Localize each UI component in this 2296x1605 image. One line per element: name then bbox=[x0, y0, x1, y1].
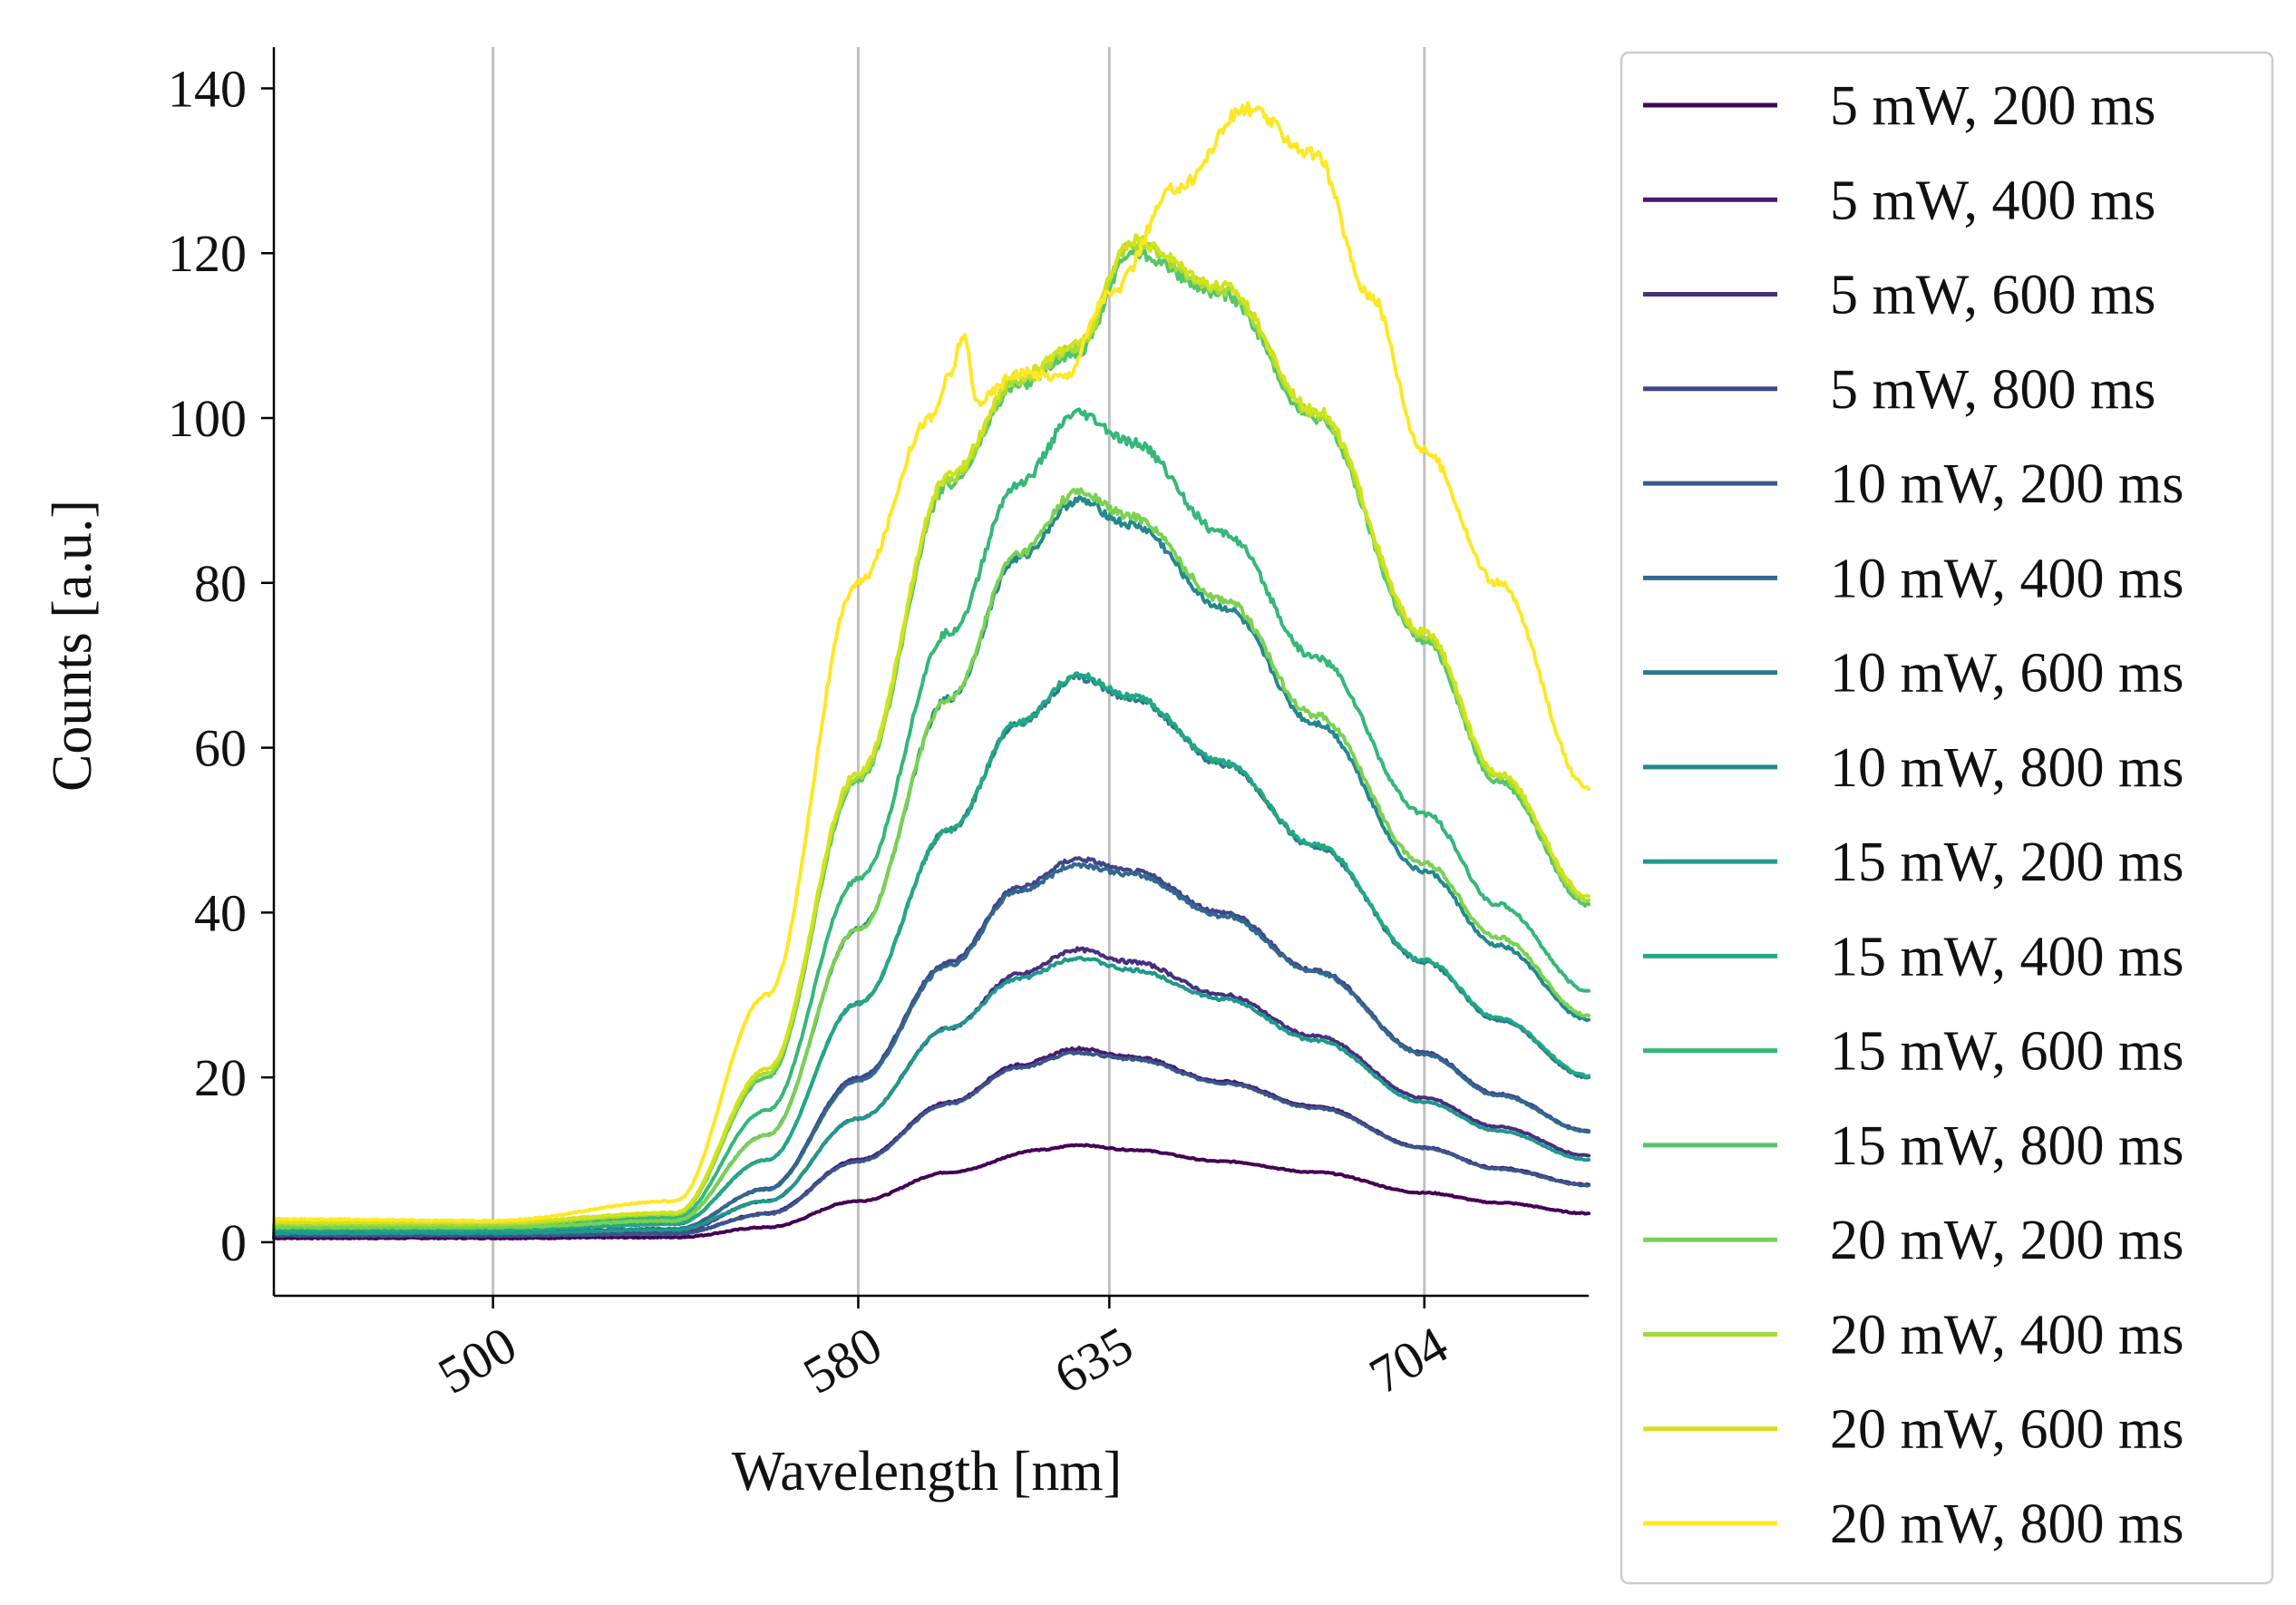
series-line bbox=[272, 671, 1591, 1232]
legend-label: 20 mW, 400 ms bbox=[1830, 1304, 2184, 1366]
y-tick-label: 140 bbox=[168, 59, 247, 118]
series-line bbox=[272, 495, 1591, 1230]
legend-label: 15 mW, 800 ms bbox=[1830, 1115, 2184, 1177]
series-line bbox=[272, 1050, 1591, 1239]
y-tick-label: 40 bbox=[194, 883, 247, 942]
legend-label: 10 mW, 600 ms bbox=[1830, 643, 2184, 705]
x-tick-label: 635 bbox=[1045, 1315, 1143, 1406]
x-tick-label: 580 bbox=[793, 1315, 891, 1406]
legend-label: 5 mW, 200 ms bbox=[1830, 75, 2155, 137]
series-line bbox=[272, 101, 1591, 1223]
series-line bbox=[272, 861, 1591, 1235]
legend-label: 5 mW, 600 ms bbox=[1830, 265, 2155, 326]
legend-label: 10 mW, 800 ms bbox=[1830, 737, 2184, 799]
series-line bbox=[272, 956, 1591, 1236]
y-tick-label: 60 bbox=[194, 719, 247, 778]
series-line bbox=[272, 672, 1591, 1232]
series-line bbox=[272, 239, 1591, 1227]
legend-label: 5 mW, 800 ms bbox=[1830, 359, 2155, 421]
legend-label: 20 mW, 200 ms bbox=[1830, 1210, 2184, 1271]
x-tick-label: 704 bbox=[1359, 1315, 1457, 1406]
series-line bbox=[272, 487, 1591, 1230]
y-ticks: 0 20 40 60 80 100 120 140 bbox=[168, 59, 274, 1272]
y-tick-label: 0 bbox=[220, 1213, 247, 1272]
grid-lines bbox=[491, 47, 1426, 1296]
legend-label: 20 mW, 600 ms bbox=[1830, 1399, 2184, 1461]
x-ticks: 500 580 635 704 bbox=[428, 1296, 1457, 1406]
legend-label: 10 mW, 400 ms bbox=[1830, 548, 2184, 609]
y-tick-label: 120 bbox=[168, 224, 247, 283]
x-tick-label: 500 bbox=[428, 1315, 526, 1406]
series-line bbox=[272, 1143, 1591, 1240]
legend-label: 15 mW, 200 ms bbox=[1830, 832, 2184, 893]
series-line bbox=[272, 233, 1591, 1225]
legend-label: 20 mW, 800 ms bbox=[1830, 1493, 2184, 1555]
y-tick-label: 100 bbox=[168, 389, 247, 448]
y-tick-label: 80 bbox=[194, 554, 247, 613]
series-lines bbox=[272, 101, 1591, 1240]
x-axis-title: Wavelength [nm] bbox=[732, 1441, 1123, 1503]
legend-label: 15 mW, 600 ms bbox=[1830, 1021, 2184, 1083]
legend-box bbox=[1620, 51, 2274, 1585]
series-line bbox=[272, 407, 1591, 1229]
legend-label: 10 mW, 200 ms bbox=[1830, 453, 2184, 515]
series-line bbox=[272, 248, 1591, 1227]
y-tick-label: 20 bbox=[194, 1048, 247, 1107]
legend: 5 mW, 200 ms 5 mW, 400 ms 5 mW, 600 ms 5 mW… bbox=[1620, 51, 2274, 1585]
y-axis-title: Counts [a.u.] bbox=[42, 500, 103, 792]
legend-label: 15 mW, 400 ms bbox=[1830, 926, 2184, 987]
legend-label: 5 mW, 400 ms bbox=[1830, 170, 2155, 231]
